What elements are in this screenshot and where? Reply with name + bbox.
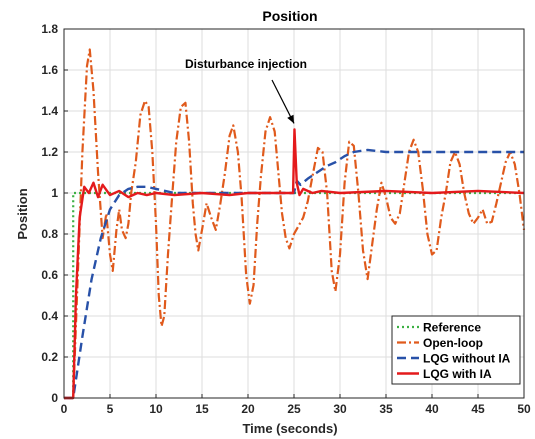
series-line-lqg-without-ia: [64, 148, 524, 400]
disturbance-annotation: Disturbance injection: [185, 57, 307, 124]
chart-title: Position: [262, 8, 317, 24]
y-tick-label: 1.6: [41, 63, 58, 77]
y-tick-label: 0: [51, 391, 58, 405]
series-lines: [64, 48, 526, 400]
y-tick-label: 1.4: [41, 104, 58, 118]
series-line-lqg-with-ia: [64, 128, 525, 400]
y-tick-label: 0.8: [41, 227, 58, 241]
axes-frame: [63, 28, 525, 399]
legend-label: LQG with IA: [423, 367, 492, 381]
legend-label: Open-loop: [423, 336, 483, 350]
y-tick-label: 0.6: [41, 268, 58, 282]
y-tick-label: 1.8: [41, 22, 58, 36]
grid: [63, 28, 525, 399]
x-tick-label: 30: [333, 402, 347, 416]
y-tick-label: 1: [51, 186, 58, 200]
x-tick-label: 15: [195, 402, 209, 416]
x-axis-label: Time (seconds): [242, 421, 337, 436]
x-tick-label: 10: [149, 402, 163, 416]
annotation-text: Disturbance injection: [185, 57, 307, 71]
x-tick-label: 45: [471, 402, 485, 416]
series-line-reference: [64, 191, 524, 400]
x-tick-label: 40: [425, 402, 439, 416]
y-axis-label: Position: [15, 188, 30, 239]
x-tick-label: 5: [107, 402, 114, 416]
x-tick-label: 20: [241, 402, 255, 416]
legend-label: LQG without IA: [423, 352, 511, 366]
y-tick-label: 0.4: [41, 309, 58, 323]
x-tick-label: 35: [379, 402, 393, 416]
y-tick-label: 1.2: [41, 145, 58, 159]
annotation-arrow-head: [287, 114, 294, 124]
annotation-arrow-line: [271, 79, 295, 124]
tick-labels: 0 5 10 15 20 25 30 35 40 45 50 0 0.2 0.4 0.6 0.8 1 1.2 1.4…: [41, 22, 531, 416]
x-tick-label: 25: [287, 402, 301, 416]
x-tick-label: 0: [61, 402, 68, 416]
legend-label: Reference: [423, 321, 481, 335]
x-tick-label: 50: [517, 402, 531, 416]
axes-box: [63, 28, 525, 399]
y-tick-label: 0.2: [41, 350, 58, 364]
